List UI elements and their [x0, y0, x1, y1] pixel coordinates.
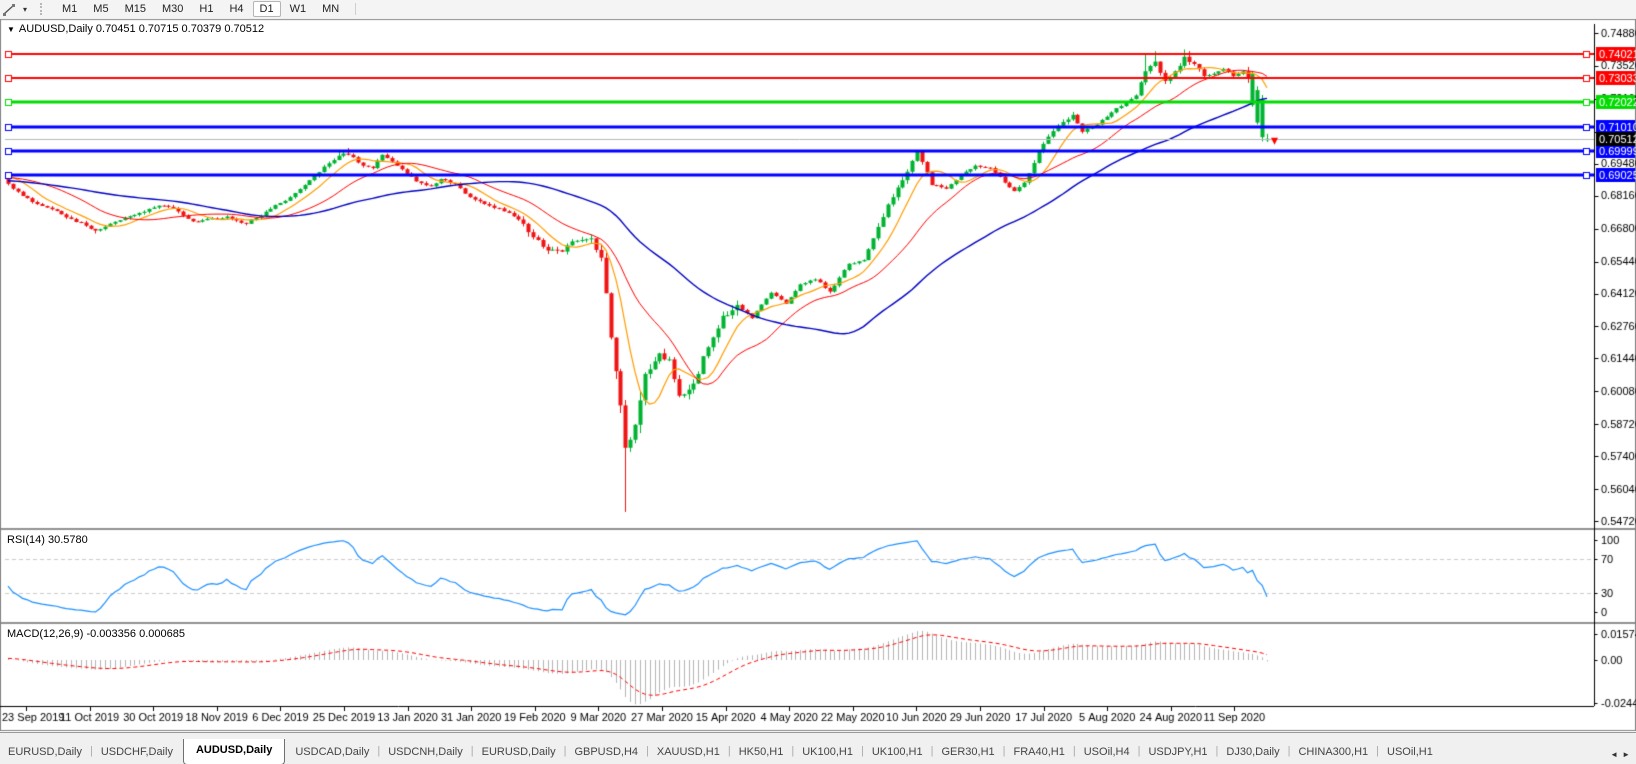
tab-scroll-left-icon[interactable]: ◄: [1610, 750, 1619, 759]
rsi-indicator-label: RSI(14) 30.5780: [7, 534, 88, 546]
tab-divider: |: [1287, 745, 1291, 757]
chart-tab-xauusd-h1[interactable]: XAUUSD,H1: [656, 746, 720, 758]
chart-tab-fra40-h1[interactable]: FRA40,H1: [1013, 746, 1065, 758]
toolbar-separator: [355, 3, 357, 15]
tab-divider: |: [563, 745, 567, 757]
chart-tab-dj30-daily[interactable]: DJ30,Daily: [1226, 746, 1280, 758]
timeframe-button-h4[interactable]: H4: [229, 3, 244, 15]
chart-symbol-period: AUDUSD,Daily: [18, 23, 93, 35]
timeframe-button-mn[interactable]: MN: [322, 3, 340, 15]
timeframe-toolbar: ▾ M1 M5 M15 M30 H1 H4 D1 W1 MN: [0, 0, 1636, 19]
timeframe-button-m1[interactable]: M1: [62, 3, 78, 15]
tab-divider: |: [1376, 745, 1380, 757]
chart-tab-usoil-h4[interactable]: USOil,H4: [1083, 746, 1130, 758]
tab-divider: |: [377, 745, 381, 757]
price-chart-canvas[interactable]: [0, 18, 1636, 732]
chart-tab-gbpusd-h4[interactable]: GBPUSD,H4: [574, 746, 639, 758]
timeframe-button-m5[interactable]: M5: [93, 3, 109, 15]
tab-divider: |: [1072, 745, 1076, 757]
timeframe-button-d1[interactable]: D1: [252, 1, 281, 17]
chart-tab-usdjpy-h1[interactable]: USDJPY,H1: [1148, 746, 1208, 758]
tab-divider: |: [1002, 745, 1006, 757]
chart-tab-usdcnh-daily[interactable]: USDCNH,Daily: [388, 746, 463, 758]
chart-tab-hk50-h1[interactable]: HK50,H1: [738, 746, 784, 758]
tab-divider: |: [1137, 745, 1141, 757]
timeframe-button-m15[interactable]: M15: [124, 3, 146, 15]
chart-tab-usdchf-daily[interactable]: USDCHF,Daily: [100, 746, 173, 758]
toolbar-grip[interactable]: [40, 3, 48, 15]
chart-tab-strip: EURUSD,Daily | USDCHF,Daily AUDUSD,Daily USD…: [0, 739, 1441, 764]
tab-divider: |: [791, 745, 795, 757]
chart-tab-usoil-h1[interactable]: USOil,H1: [1387, 746, 1433, 758]
tab-divider: |: [470, 745, 474, 757]
chart-tab-bar: EURUSD,Daily | USDCHF,Daily AUDUSD,Daily USD…: [0, 732, 1636, 764]
tab-divider: |: [646, 745, 649, 757]
timeframe-button-m30[interactable]: M30: [161, 3, 184, 15]
timeframe-button-h1[interactable]: H1: [199, 3, 214, 15]
tab-divider: |: [1215, 745, 1219, 757]
chart-tab-eurusd-daily[interactable]: EURUSD,Daily: [481, 746, 556, 758]
chart-tab-uk100-h1[interactable]: UK100,H1: [802, 746, 853, 758]
line-studies-icon[interactable]: [0, 1, 18, 17]
chart-tab-eurusd-daily[interactable]: EURUSD,Daily: [8, 746, 82, 758]
chart-info-line: ▼ AUDUSD,Daily 0.70451 0.70715 0.70379 0.7…: [7, 23, 267, 35]
chart-tab-uk100-h1[interactable]: UK100,H1: [871, 746, 923, 758]
tab-divider: |: [930, 745, 934, 757]
timeframe-button-w1[interactable]: W1: [289, 3, 307, 15]
tab-scroll-right-icon[interactable]: ►: [1622, 750, 1630, 759]
tab-divider: |: [727, 745, 731, 757]
timeframe-buttons: M1 M5 M15 M30 H1 H4 D1 W1 MN: [54, 1, 347, 17]
chart-tab-audusd-daily[interactable]: AUDUSD,Daily: [182, 739, 286, 764]
chart-ohlc-values: 0.70451 0.70715 0.70379 0.70512: [95, 23, 265, 35]
tab-scroll-arrows: ◄ ►: [1606, 750, 1636, 764]
chart-context-caret[interactable]: ▼: [7, 25, 15, 34]
tab-divider: |: [89, 745, 93, 757]
chart-tab-ger30-h1[interactable]: GER30,H1: [941, 746, 995, 758]
chart-tab-usdcad-daily[interactable]: USDCAD,Daily: [295, 746, 370, 758]
chart-tab-china300-h1[interactable]: CHINA300,H1: [1298, 746, 1369, 758]
tab-divider: |: [860, 745, 864, 757]
macd-indicator-label: MACD(12,26,9) -0.003356 0.000685: [7, 628, 185, 640]
toolbar-dropdown-caret[interactable]: ▾: [22, 4, 27, 14]
chart-window: ▼ AUDUSD,Daily 0.70451 0.70715 0.70379 0.7…: [0, 18, 1636, 732]
